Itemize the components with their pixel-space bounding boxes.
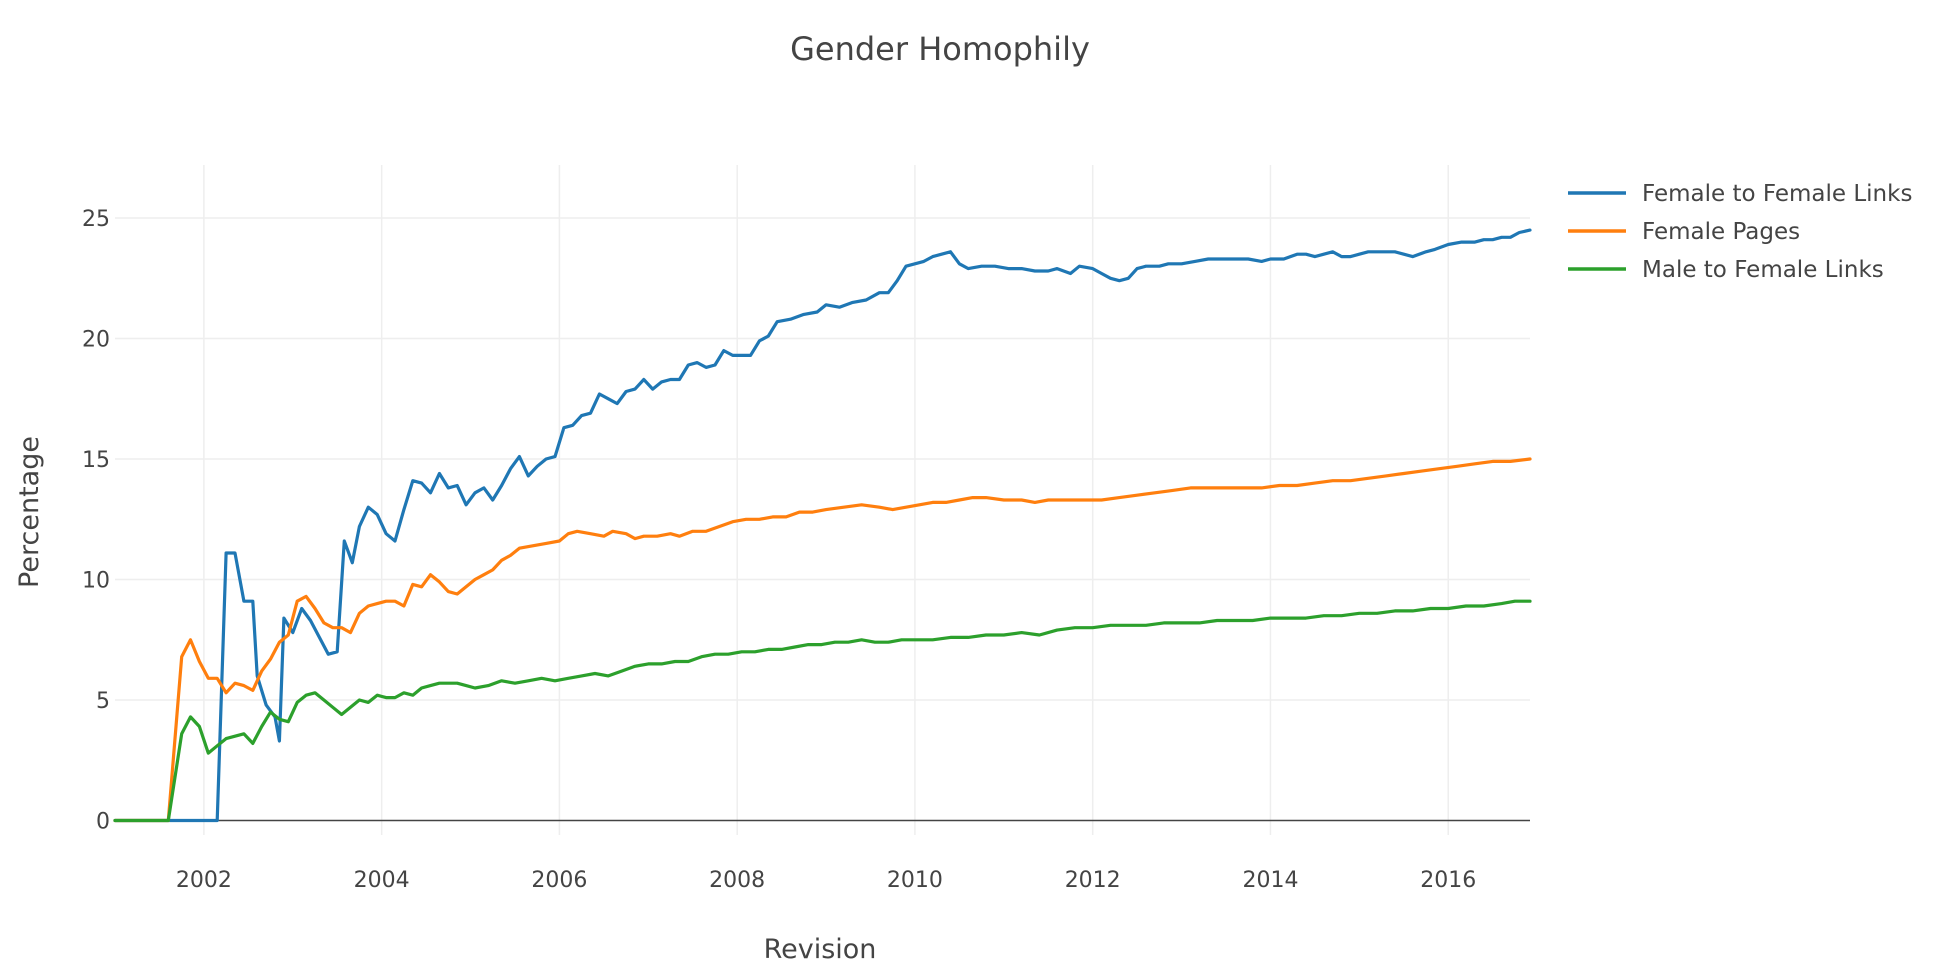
x-tick-label: 2006 bbox=[531, 868, 587, 893]
series-line-2 bbox=[113, 599, 1532, 823]
x-tick-label: 2010 bbox=[887, 868, 943, 893]
series-line-0 bbox=[113, 228, 1532, 823]
chart-title: Gender Homophily bbox=[790, 30, 1090, 68]
legend-label: Male to Female Links bbox=[1642, 257, 1884, 283]
y-axis-ticks: 0 5 10 15 20 25 bbox=[82, 207, 110, 835]
x-tick-label: 2014 bbox=[1242, 868, 1298, 893]
x-axis-ticks: 2002 2004 2006 2008 2010 2012 2014 2016 bbox=[176, 868, 1476, 893]
x-tick-label: 2016 bbox=[1420, 868, 1476, 893]
x-axis-title: Revision bbox=[764, 934, 877, 965]
y-tick-label: 15 bbox=[82, 448, 110, 473]
x-tick-label: 2002 bbox=[176, 868, 232, 893]
grid-lines bbox=[115, 165, 1530, 835]
y-tick-label: 0 bbox=[96, 810, 110, 835]
y-tick-label: 10 bbox=[82, 569, 110, 594]
legend: Female to Female Links Female Pages Male t… bbox=[1568, 181, 1912, 283]
series-line-1 bbox=[113, 457, 1532, 823]
series-lines bbox=[113, 228, 1532, 823]
legend-label: Female to Female Links bbox=[1642, 181, 1912, 207]
y-tick-label: 20 bbox=[82, 328, 110, 353]
legend-label: Female Pages bbox=[1642, 219, 1800, 245]
y-tick-label: 25 bbox=[82, 207, 110, 232]
x-tick-label: 2008 bbox=[709, 868, 765, 893]
y-tick-label: 5 bbox=[96, 689, 110, 714]
y-axis-title: Percentage bbox=[14, 436, 45, 588]
x-tick-label: 2012 bbox=[1065, 868, 1121, 893]
x-tick-label: 2004 bbox=[354, 868, 410, 893]
